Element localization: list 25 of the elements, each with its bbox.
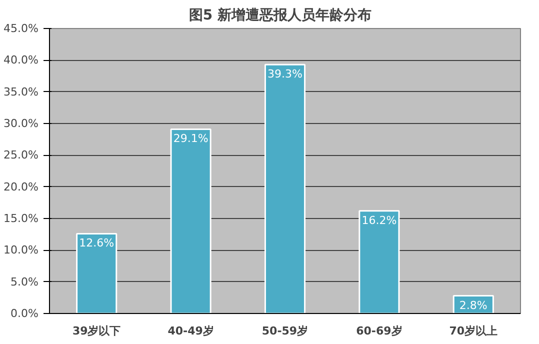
x-tick-label: 70岁以上: [449, 324, 498, 338]
y-tick-label: 0.0%: [10, 307, 39, 320]
data-label: 2.8%: [459, 298, 488, 312]
data-label: 29.1%: [173, 132, 208, 146]
data-label: 16.2%: [362, 214, 397, 227]
bar: [264, 64, 306, 314]
y-tick-label: 20.0%: [4, 180, 39, 194]
y-tick-label: 45.0%: [4, 22, 39, 35]
chart-title: 图5 新增遭恶报人员年龄分布: [188, 6, 372, 24]
y-tick-label: 35.0%: [4, 85, 39, 98]
bar: [76, 232, 118, 314]
x-tick-label: 40-49岁: [168, 324, 214, 338]
y-tick-label: 30.0%: [4, 117, 39, 130]
x-tick-label: 50-59岁: [262, 324, 308, 338]
data-label: 39.3%: [268, 68, 302, 81]
y-tick-label: 10.0%: [4, 244, 39, 257]
y-tick-label: 5.0%: [10, 275, 39, 288]
x-tick-label: 60-69岁: [356, 324, 402, 338]
y-tick-label: 40.0%: [4, 54, 39, 67]
y-tick-label: 25.0%: [4, 148, 39, 162]
bar: [358, 210, 400, 314]
y-tick-label: 15.0%: [4, 212, 39, 225]
x-tick-label: 39岁以下: [72, 324, 121, 338]
bar: [170, 128, 212, 314]
data-label: 12.6%: [79, 236, 114, 250]
